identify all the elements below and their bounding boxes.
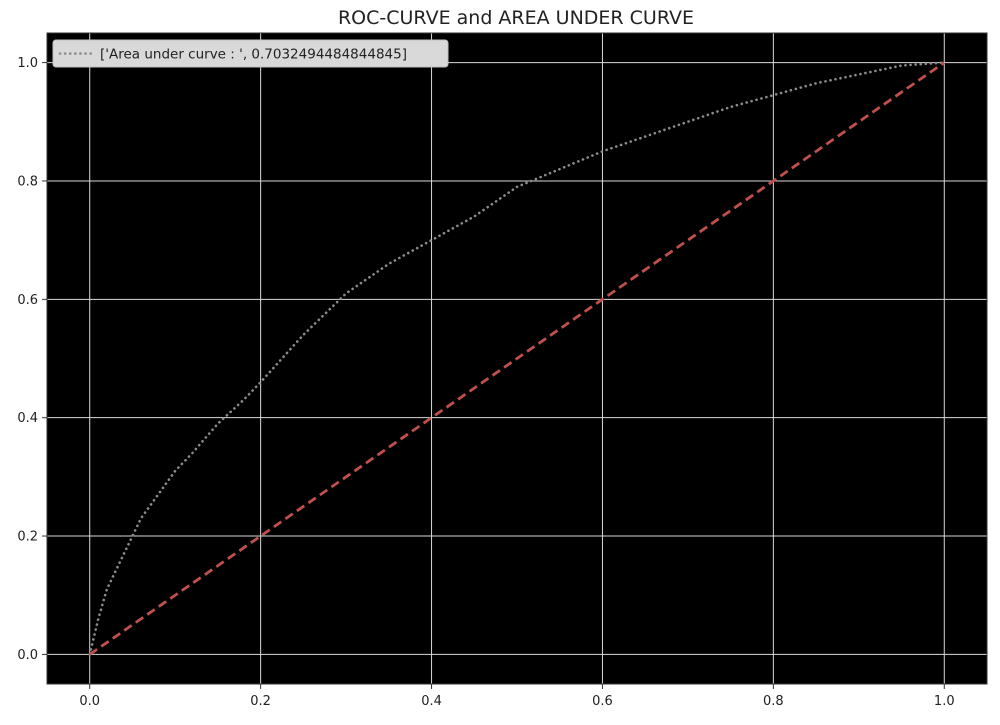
y-tick-label: 0.8: [17, 174, 38, 189]
y-tick-label: 0.6: [17, 293, 38, 308]
legend-label: ['Area under curve : ', 0.70324944848448…: [100, 47, 407, 63]
x-tick-label: 0.4: [421, 694, 442, 709]
x-tick-label: 0.6: [592, 694, 613, 709]
legend: ['Area under curve : ', 0.70324944848448…: [53, 40, 448, 67]
y-tick-label: 0.2: [17, 530, 38, 545]
y-tick-label: 0.0: [17, 648, 38, 663]
x-tick-label: 0.0: [79, 694, 100, 709]
x-tick-label: 0.2: [250, 694, 271, 709]
x-tick-label: 0.8: [763, 694, 784, 709]
y-tick-label: 1.0: [17, 56, 38, 71]
chart-title: ROC-CURVE and AREA UNDER CURVE: [338, 7, 694, 29]
x-tick-label: 1.0: [934, 694, 955, 709]
y-tick-label: 0.4: [17, 411, 38, 426]
